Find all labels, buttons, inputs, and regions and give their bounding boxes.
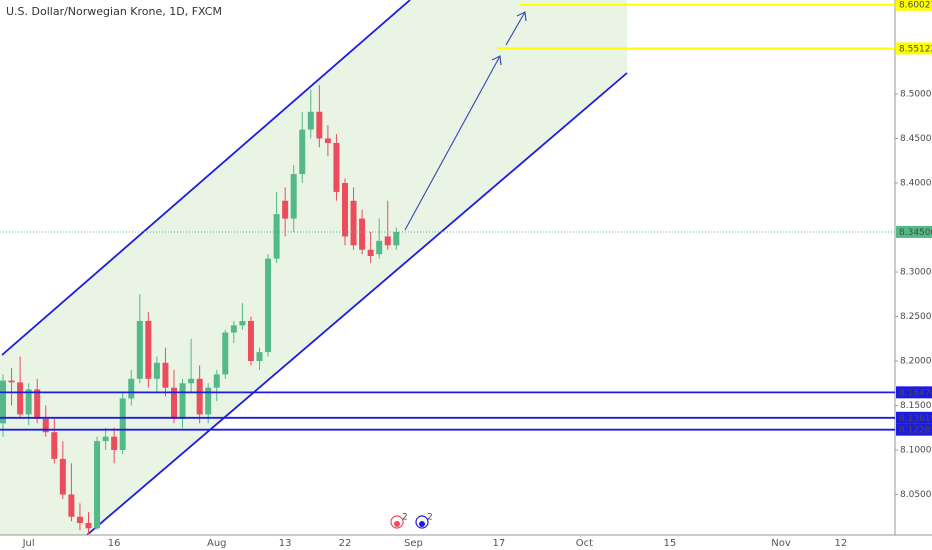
chart-title: U.S. Dollar/Norwegian Krone, 1D, FXCM [6,5,222,18]
candle-body [273,214,280,259]
candle-body [265,258,272,353]
level-label: 8.55122 [899,44,932,54]
level-label-box [896,42,932,55]
candle-body [316,111,323,139]
candle-body [59,458,66,495]
candle-body [359,218,366,250]
candle-body [0,380,6,424]
candle-body [85,522,92,529]
candle-body [333,142,340,192]
candle-body [102,436,109,442]
y-tick-label: 8.10000 [900,446,932,456]
candle-body [17,382,24,415]
channel-upper [1,0,411,356]
level-label-box [896,0,932,11]
candle-body [42,418,49,433]
candle-body [94,441,101,529]
candle-body [145,320,152,379]
candle-body [342,182,348,237]
current-price-box [896,225,932,238]
x-tick-label: Nov [771,538,791,549]
candle-body [307,111,314,130]
y-tick-label: 8.30000 [900,267,932,277]
candle-body [367,249,374,256]
candle-body [128,378,135,399]
candle-body [8,380,15,383]
channel-lower [86,72,628,536]
x-tick-label: Sep [404,538,423,549]
candle-body [324,138,331,143]
x-tick-label: 12 [835,538,848,549]
x-tick-label: Aug [207,538,227,549]
candle-body [350,200,357,246]
current-price-label: 8.34500 [899,228,932,238]
x-tick-label: 15 [664,538,677,549]
x-tick-label: 22 [339,538,352,549]
candle-body [34,389,41,419]
candle-body [230,325,237,333]
x-tick-label: 13 [279,538,292,549]
level-label: 8.12285 [899,426,932,436]
projection-arrows [404,11,527,231]
x-tick-label: Oct [576,538,593,549]
candle-body [247,320,254,361]
candle-body [376,240,383,255]
level-label-box [896,411,932,424]
y-tick-label: 8.40000 [900,178,932,188]
event-icon-dot [419,521,425,527]
candle-body [239,320,246,326]
y-tick-label: 8.15000 [900,401,932,411]
candle-body [76,516,83,523]
candle-body [393,231,400,246]
candle-body [25,389,32,415]
candle-body [299,129,306,175]
candle-body [119,398,126,451]
event-icon-dot [394,521,400,527]
candle-body [196,378,203,415]
candle-body [213,374,220,388]
candle-body [290,174,297,219]
level-label-box [896,423,932,436]
level-label: 8.13619 [899,414,932,424]
x-tick-label: 17 [493,538,506,549]
event-count: 2 [427,513,433,523]
channel-fill [0,0,627,535]
y-tick-label: 8.05000 [900,490,932,500]
candle-body [51,432,58,459]
x-tick-label: Jul [22,538,35,549]
candle-body [171,387,177,419]
candle-body [111,436,118,451]
candle-body [205,387,212,415]
candle-body [179,383,186,419]
y-tick-label: 8.45000 [900,134,932,144]
level-label-box [896,386,932,399]
candle-body [384,236,391,246]
x-tick-label: 16 [108,538,121,549]
candle-body [256,352,263,361]
candle-body [188,378,195,384]
event-count: 2 [402,513,408,523]
candle-body [222,332,229,375]
y-tick-label: 8.25000 [900,312,932,322]
candle-body [162,362,169,388]
candle-body [153,362,160,379]
y-tick-label: 8.50000 [900,89,932,99]
candle-body [136,320,143,379]
candle-body [282,200,289,219]
y-tick-label: 8.20000 [900,356,932,366]
candle-body [68,494,75,517]
level-label: 8.60027 [899,1,932,11]
